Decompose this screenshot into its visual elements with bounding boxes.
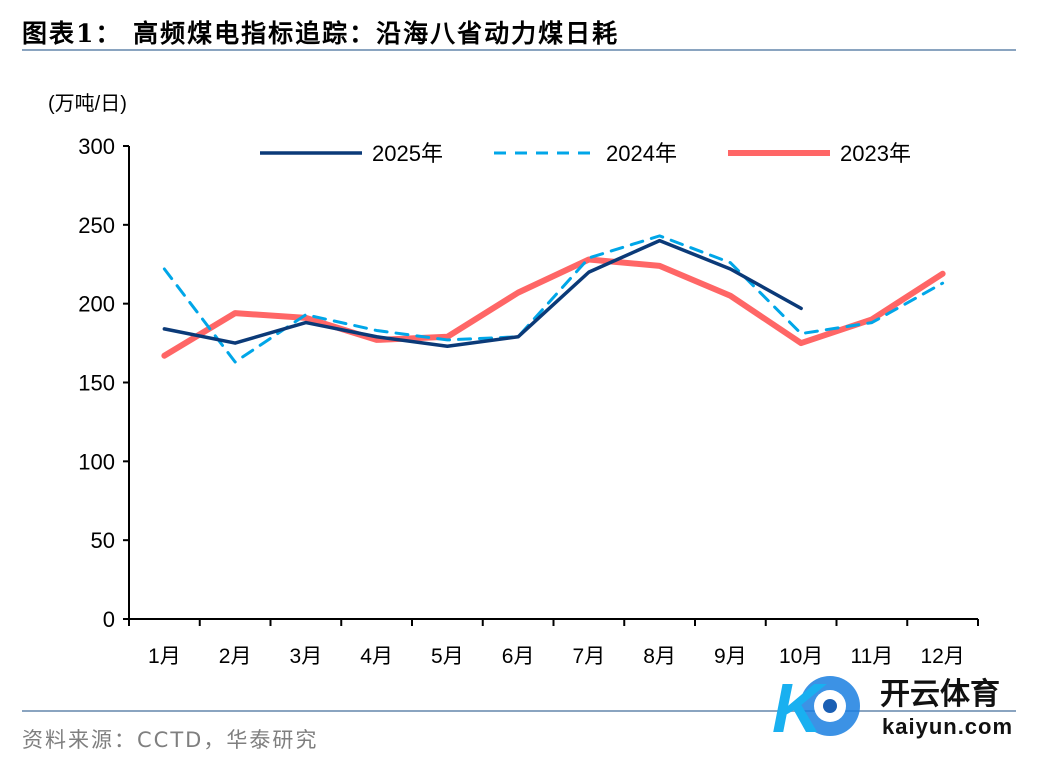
x-tick-label: 1月: [148, 645, 181, 668]
chart-title: 图表1： 高频煤电指标追踪：沿海八省动力煤日耗: [22, 19, 620, 48]
y-tick-label: 250: [78, 213, 115, 238]
x-tick-label: 3月: [290, 645, 323, 668]
legend-label: 2023年: [840, 141, 911, 166]
y-tick-label: 200: [78, 292, 115, 317]
series-line-2025年: [162, 238, 803, 348]
x-tick-label: 4月: [360, 645, 393, 668]
x-tick-label: 11月: [850, 645, 893, 668]
x-tick-label: 12月: [920, 645, 964, 668]
y-tick-label: 100: [78, 449, 115, 474]
series-line-2023年: [161, 256, 946, 359]
y-tick-label: 50: [91, 528, 115, 553]
title-divider: [22, 49, 1016, 51]
legend-label: 2025年: [372, 141, 443, 166]
series-line-2024年: [162, 234, 945, 364]
x-tick-label: 5月: [431, 645, 464, 668]
legend-label: 2024年: [606, 141, 677, 166]
y-tick-label: 300: [78, 134, 115, 159]
y-tick-label: 150: [78, 371, 115, 396]
x-tick-label: 6月: [502, 645, 535, 668]
x-tick-label: 2月: [219, 645, 252, 668]
y-axis-label: (万吨/日): [48, 92, 127, 115]
svg-text:开云体育: 开云体育: [880, 677, 1000, 712]
x-tick-label: 9月: [714, 645, 747, 668]
source-note: 资料来源：CCTD，华泰研究: [22, 728, 319, 752]
svg-text:kaiyun.com: kaiyun.com: [882, 714, 1013, 739]
footer-divider: [22, 710, 1016, 712]
y-tick-label: 0: [103, 607, 115, 632]
x-tick-label: 7月: [573, 645, 606, 668]
kaiyun-logo: K 开云体育 kaiyun.com: [768, 666, 1038, 747]
x-tick-label: 10月: [779, 645, 823, 668]
x-tick-label: 8月: [643, 645, 676, 668]
